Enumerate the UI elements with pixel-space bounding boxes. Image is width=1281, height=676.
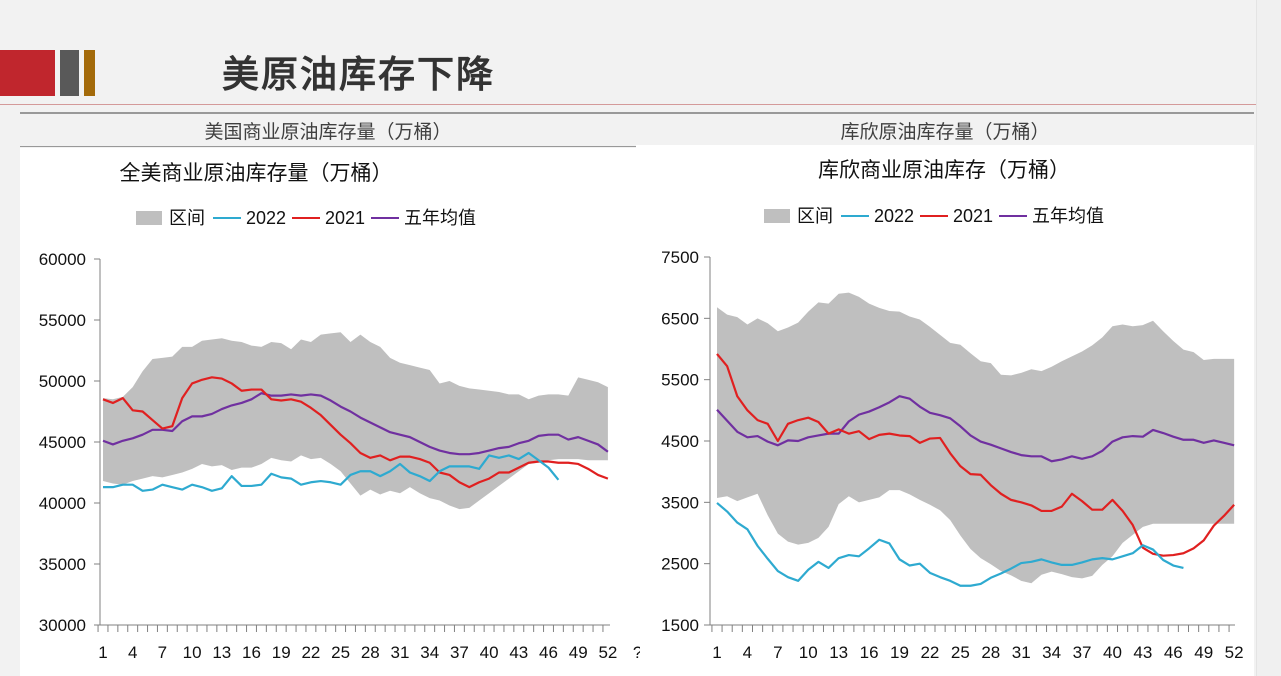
x-tick-label: ?	[633, 643, 640, 662]
legend-label: 2022	[874, 206, 914, 226]
legend-label: 区间	[169, 208, 205, 229]
x-tick-label: 34	[1042, 643, 1061, 662]
series-2021-line	[716, 353, 1235, 557]
series-2021-line	[102, 376, 609, 489]
y-tick-label: 30000	[39, 616, 86, 635]
y-tick-label: 45000	[39, 433, 86, 452]
x-tick-label: 49	[569, 643, 588, 662]
x-tick-label: 37	[1073, 643, 1092, 662]
x-tick-label: 34	[420, 643, 439, 662]
x-tick-label: 22	[920, 643, 939, 662]
x-tick-label: 25	[331, 643, 350, 662]
series-five-year-avg-line	[102, 392, 609, 456]
x-tick-label: 19	[890, 643, 909, 662]
series-2022-line	[103, 451, 560, 492]
x-tick-label: 49	[1194, 643, 1213, 662]
x-tick-label: 31	[1012, 643, 1031, 662]
x-tick-label: 46	[1164, 643, 1183, 662]
x-tick-label: 22	[301, 643, 320, 662]
brand-bar-gray	[60, 50, 79, 96]
x-tick-label: 40	[1103, 643, 1122, 662]
y-tick-label: 6500	[661, 309, 699, 328]
x-tick-label: 4	[743, 643, 752, 662]
y-tick-label: 55000	[39, 311, 86, 330]
legend-label: 2022	[246, 208, 286, 228]
right-chart: 库欣商业原油库存（万桶）区间 2022 2021 五年均值75006500550045…	[661, 158, 1244, 662]
x-tick-label: 1	[98, 643, 107, 662]
range-band-area	[103, 332, 608, 510]
x-tick-label: 10	[799, 643, 818, 662]
x-tick-label: 28	[981, 643, 1000, 662]
x-tick-label: 13	[212, 643, 231, 662]
x-tick-label: 1	[712, 643, 721, 662]
x-tick-label: 31	[391, 643, 410, 662]
x-tick-label: 13	[829, 643, 848, 662]
y-tick-label: 7500	[661, 248, 699, 267]
x-tick-label: 19	[272, 643, 291, 662]
series-five-year-avg-line	[716, 395, 1235, 463]
y-tick-label: 50000	[39, 372, 86, 391]
y-tick-label: 40000	[39, 494, 86, 513]
legend-label: 五年均值	[1032, 206, 1104, 227]
y-tick-label: 4500	[661, 432, 699, 451]
brand-bar-red	[0, 50, 55, 96]
x-tick-label: 4	[128, 643, 137, 662]
left-chart: 全美商业原油库存量（万桶） 区间 2022 2021 五年均值 60000 55000 500…	[39, 161, 640, 662]
legend-label: 区间	[797, 206, 833, 227]
x-tick-label: 7	[158, 643, 167, 662]
x-tick-label: 43	[1133, 643, 1152, 662]
page-title: 美原油库存下降	[222, 52, 495, 96]
legend-label: 2021	[953, 206, 993, 226]
legend-label: 2021	[325, 208, 365, 228]
x-tick-label: 10	[183, 643, 202, 662]
y-tick-label: 5500	[661, 371, 699, 390]
right-section-title: 库欣原油库存量（万桶）	[840, 121, 1050, 143]
legend-label: 五年均值	[404, 208, 476, 229]
legend-swatch-band	[136, 211, 162, 225]
y-tick-label: 60000	[39, 250, 86, 269]
x-tick-label: 52	[1225, 643, 1244, 662]
legend-swatch-band	[764, 209, 790, 223]
section-top-rule	[20, 112, 1254, 114]
left-section-bottom-rule	[20, 146, 636, 147]
y-tick-label: 2500	[661, 555, 699, 574]
x-tick-label: 7	[773, 643, 782, 662]
x-tick-label: 46	[539, 643, 558, 662]
x-tick-label: 28	[361, 643, 380, 662]
x-tick-label: 16	[242, 643, 261, 662]
y-tick-label: 3500	[661, 493, 699, 512]
brand-bar-gold	[84, 50, 95, 96]
chart-title: 库欣商业原油库存（万桶）	[818, 158, 1070, 182]
x-tick-label: 43	[509, 643, 528, 662]
x-tick-label: 40	[480, 643, 499, 662]
series-2022-line	[716, 502, 1184, 587]
left-section-title: 美国商业原油库存量（万桶）	[204, 121, 452, 143]
y-tick-label: 35000	[39, 555, 86, 574]
scrollbar-track[interactable]	[1256, 0, 1281, 676]
title-divider	[0, 104, 1281, 105]
x-tick-label: 25	[951, 643, 970, 662]
x-tick-label: 16	[860, 643, 879, 662]
chart-title: 全美商业原油库存量（万桶）	[120, 161, 393, 185]
x-tick-label: 52	[598, 643, 617, 662]
x-tick-label: 37	[450, 643, 469, 662]
y-tick-label: 1500	[661, 616, 699, 635]
